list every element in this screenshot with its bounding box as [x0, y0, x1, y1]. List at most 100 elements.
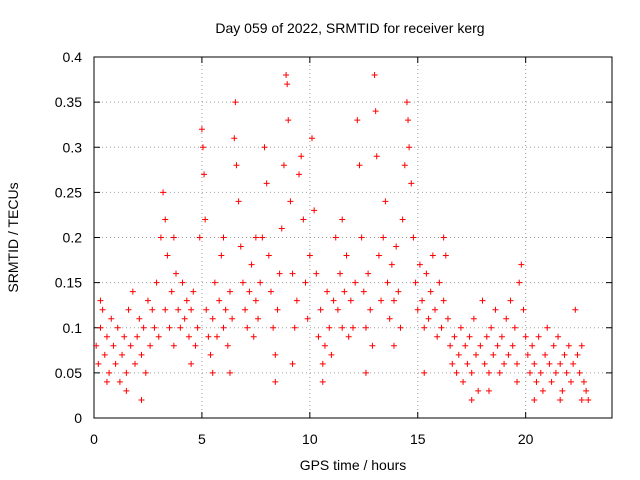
- data-point: [360, 288, 367, 295]
- y-tick-label: 0.3: [63, 139, 83, 155]
- data-point: [524, 351, 531, 358]
- data-point: [173, 270, 180, 277]
- data-point: [403, 99, 410, 106]
- data-point: [488, 324, 495, 331]
- data-point: [151, 324, 158, 331]
- data-point: [298, 153, 305, 160]
- data-point: [585, 396, 592, 403]
- data-point: [326, 324, 333, 331]
- data-point: [179, 279, 186, 286]
- data-point: [334, 306, 341, 313]
- y-tick-label: 0: [74, 410, 82, 426]
- data-point: [252, 234, 259, 241]
- y-tick-label: 0.25: [55, 184, 82, 200]
- data-point: [475, 387, 482, 394]
- x-tick-label: 0: [90, 431, 98, 447]
- data-point: [382, 198, 389, 205]
- data-point: [522, 333, 529, 340]
- data-point: [468, 369, 475, 376]
- data-point: [332, 234, 339, 241]
- tick-label-layer: 0 0.05 0.1 0.15 0.2 0.25 0.3 0.35 0.4 0 5 10 15 20: [55, 49, 534, 447]
- data-point: [209, 369, 216, 376]
- data-point: [531, 396, 538, 403]
- data-point: [170, 234, 177, 241]
- data-point: [101, 351, 108, 358]
- y-tick-label: 0.15: [55, 275, 82, 291]
- data-point: [485, 387, 492, 394]
- data-point: [313, 270, 320, 277]
- data-point: [408, 180, 415, 187]
- data-point: [140, 324, 147, 331]
- data-point: [358, 234, 365, 241]
- data-point: [296, 171, 303, 178]
- data-point: [114, 324, 121, 331]
- data-point: [369, 342, 376, 349]
- data-point: [168, 288, 175, 295]
- data-point: [302, 279, 309, 286]
- data-point: [103, 333, 110, 340]
- data-point: [505, 351, 512, 358]
- data-point: [477, 342, 484, 349]
- data-point: [544, 324, 551, 331]
- data-point: [276, 270, 283, 277]
- data-point: [494, 342, 501, 349]
- data-point: [425, 315, 432, 322]
- data-point: [321, 342, 328, 349]
- data-point: [149, 306, 156, 313]
- data-point: [233, 162, 240, 169]
- data-point: [242, 306, 249, 313]
- data-point: [324, 288, 331, 295]
- data-point: [108, 315, 115, 322]
- data-point: [501, 360, 508, 367]
- data-point: [537, 369, 544, 376]
- data-point: [468, 396, 475, 403]
- data-point: [371, 72, 378, 79]
- data-point: [255, 315, 262, 322]
- data-point: [293, 297, 300, 304]
- data-point: [447, 342, 454, 349]
- data-point: [248, 261, 255, 268]
- data-point: [466, 333, 473, 340]
- data-point: [257, 279, 264, 286]
- data-point: [546, 360, 553, 367]
- data-point: [419, 297, 426, 304]
- data-point: [222, 306, 229, 313]
- data-point: [267, 288, 274, 295]
- data-point: [434, 333, 441, 340]
- data-point: [514, 360, 521, 367]
- data-point: [483, 333, 490, 340]
- data-point: [367, 306, 374, 313]
- data-point: [583, 387, 590, 394]
- data-point: [542, 351, 549, 358]
- data-point: [147, 342, 154, 349]
- chart-title: Day 059 of 2022, SRMTID for receiver ker…: [215, 20, 484, 36]
- data-point: [280, 162, 287, 169]
- data-point: [170, 342, 177, 349]
- data-point: [498, 333, 505, 340]
- data-point: [572, 306, 579, 313]
- data-point: [479, 297, 486, 304]
- data-point: [164, 252, 171, 259]
- data-point: [112, 360, 119, 367]
- x-tick-label: 5: [198, 431, 206, 447]
- data-point: [427, 288, 434, 295]
- data-point: [232, 99, 239, 106]
- data-point: [518, 261, 525, 268]
- data-point: [192, 342, 199, 349]
- data-point: [414, 306, 421, 313]
- data-point: [202, 216, 209, 223]
- data-point: [372, 108, 379, 115]
- data-point: [155, 333, 162, 340]
- data-point: [393, 243, 400, 250]
- data-point: [216, 297, 223, 304]
- data-point: [436, 279, 443, 286]
- data-point: [127, 342, 134, 349]
- data-point: [250, 333, 257, 340]
- data-point: [199, 144, 206, 151]
- data-point: [194, 324, 201, 331]
- data-point: [356, 162, 363, 169]
- data-point: [119, 351, 126, 358]
- data-point: [287, 198, 294, 205]
- data-point: [328, 351, 335, 358]
- data-point: [306, 252, 313, 259]
